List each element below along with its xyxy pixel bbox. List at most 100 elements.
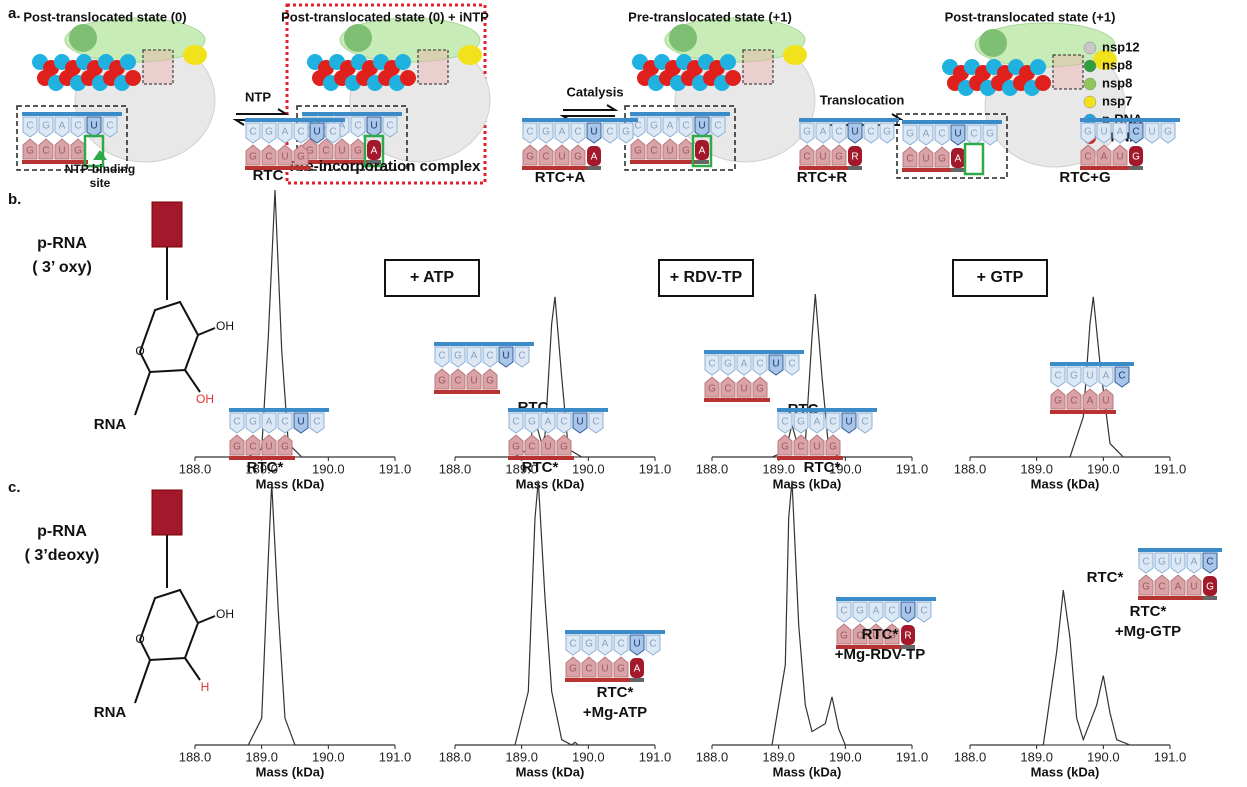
base-letter: C	[486, 351, 493, 362]
primer-strand-bar	[1138, 548, 1222, 552]
state-title: Post-translocated state (+1)	[945, 9, 1116, 24]
legend-label: nsp12	[1102, 39, 1140, 54]
base-letter: A	[1087, 396, 1094, 407]
atom-label: OH	[216, 607, 234, 621]
base-letter: G	[526, 152, 534, 163]
base-letter: A	[471, 351, 478, 362]
x-tick-label: 188.0	[179, 749, 212, 764]
template-strand-bar	[902, 168, 952, 172]
legend-label: nsp8	[1102, 75, 1132, 90]
atom-label: H	[201, 680, 210, 694]
x-tick-label: 189.0	[1020, 749, 1053, 764]
base-letter: U	[370, 121, 377, 132]
nucleotide-cap	[630, 678, 644, 682]
base-letter: U	[1086, 371, 1093, 382]
base-letter: C	[592, 417, 599, 428]
base-block	[152, 202, 182, 247]
base-letter: C	[840, 606, 847, 617]
base-letter: G	[1132, 152, 1140, 163]
spectrum-line	[712, 294, 912, 457]
base-letter: C	[708, 359, 715, 370]
nsp8-dark	[344, 24, 372, 52]
base-letter: C	[1132, 127, 1139, 138]
base-letter: A	[1191, 557, 1198, 568]
atom-label: OH	[216, 319, 234, 333]
base-letter: C	[650, 146, 657, 157]
base-letter: C	[861, 417, 868, 428]
primer-strand-bar	[229, 408, 329, 412]
atom-label: O	[135, 632, 144, 646]
base-letter: G	[569, 664, 577, 675]
base-letter: C	[322, 146, 329, 157]
base-letter: C	[1158, 582, 1165, 593]
base-letter: G	[797, 417, 805, 428]
nucleotide-cap	[951, 168, 965, 172]
base-letter: A	[559, 127, 566, 138]
primer-strand-bar	[245, 118, 345, 122]
base-letter: U	[558, 152, 565, 163]
base-letter: C	[867, 127, 874, 138]
x-tick-label: 191.0	[1154, 749, 1187, 764]
base-letter: R	[904, 631, 911, 642]
x-axis-label: Mass (kDa)	[516, 476, 585, 491]
base-letter: U	[954, 129, 961, 140]
nucleotide-cap	[695, 160, 709, 164]
base-letter: G	[840, 631, 848, 642]
base-letter: C	[281, 417, 288, 428]
nucleotide-cap	[587, 166, 601, 170]
base-letter: G	[74, 146, 82, 157]
x-tick-label: 188.0	[696, 461, 729, 476]
base-letter: U	[265, 442, 272, 453]
template-strand-bar	[1138, 596, 1204, 600]
base-letter: G	[622, 127, 630, 138]
x-tick-label: 191.0	[896, 749, 929, 764]
primer-strand-bar	[434, 342, 534, 346]
panel-label: a.	[8, 5, 21, 22]
binding-site-box	[965, 144, 983, 174]
base-letter: A	[814, 417, 821, 428]
base-letter: C	[438, 351, 445, 362]
base-letter: C	[74, 121, 81, 132]
base-letter: A	[591, 152, 598, 163]
base-letter: G	[708, 384, 716, 395]
x-tick-label: 190.0	[312, 461, 345, 476]
base-letter: A	[955, 154, 962, 165]
site-label: NTP binding	[65, 162, 135, 176]
x-tick-label: 190.0	[572, 461, 605, 476]
base-letter: U	[502, 351, 509, 362]
base-letter: G	[281, 442, 289, 453]
x-tick-label: 190.0	[312, 749, 345, 764]
base-letter: A	[820, 127, 827, 138]
base-letter: U	[698, 121, 705, 132]
rna-strand	[395, 54, 411, 70]
base-letter: G	[233, 442, 241, 453]
figure: a.Post-translocated state (0)Post-transl…	[0, 0, 1247, 787]
row-label: p-RNA	[37, 235, 87, 252]
base-letter: U	[1148, 127, 1155, 138]
base-letter: G	[1084, 127, 1092, 138]
base-letter: U	[845, 417, 852, 428]
base-letter: C	[1206, 557, 1213, 568]
rna-strand	[400, 70, 416, 86]
base-letter: G	[650, 121, 658, 132]
base-letter: A	[1101, 152, 1108, 163]
primer-strand-bar	[1080, 118, 1180, 122]
base-letter: G	[542, 127, 550, 138]
peak-label: RTC+G	[1059, 169, 1110, 186]
base-letter: U	[590, 127, 597, 138]
base-letter: C	[617, 639, 624, 650]
base-letter: C	[560, 417, 567, 428]
base-letter: G	[617, 664, 625, 675]
base-letter: G	[249, 417, 257, 428]
base-letter: A	[873, 606, 880, 617]
atom-label: RNA	[94, 704, 127, 721]
x-tick-label: 189.0	[505, 749, 538, 764]
base-letter: C	[313, 417, 320, 428]
base-letter: G	[1054, 396, 1062, 407]
base-letter: G	[781, 442, 789, 453]
rna-strand	[720, 54, 736, 70]
base-letter: G	[835, 152, 843, 163]
base-letter: U	[633, 639, 640, 650]
panel-label: b.	[8, 191, 21, 208]
base-letter: C	[542, 152, 549, 163]
